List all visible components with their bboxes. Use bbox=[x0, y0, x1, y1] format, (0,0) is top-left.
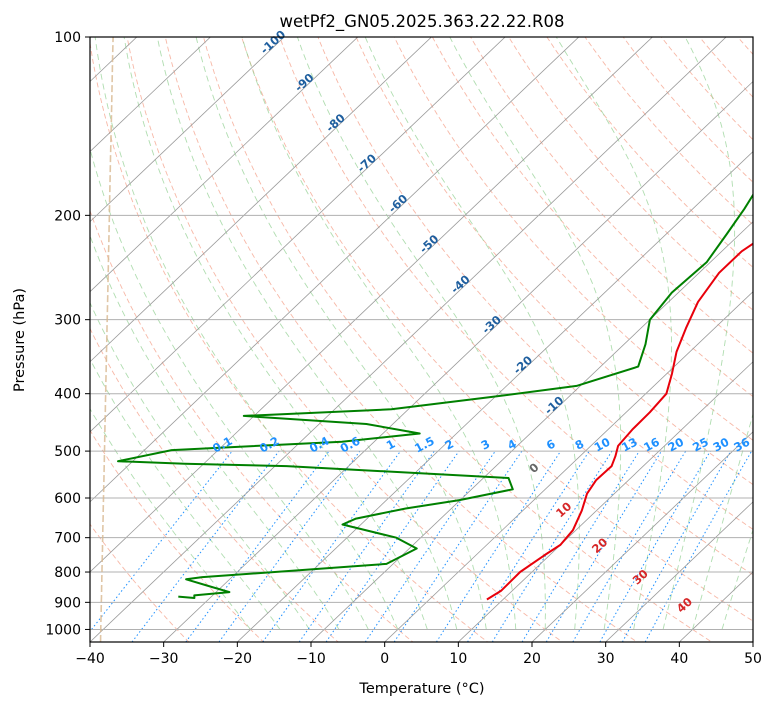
skew-isotherm bbox=[384, 291, 753, 642]
y-tick-label: 700 bbox=[54, 531, 81, 547]
skew-isotherm bbox=[605, 501, 753, 642]
skew-isotherm bbox=[90, 37, 433, 363]
moist-adiabat-guide bbox=[721, 528, 753, 630]
skewed-isotherms bbox=[90, 37, 753, 642]
mixing-ratio-label: 36 bbox=[731, 435, 752, 455]
dry-adiabat-line bbox=[203, 37, 713, 642]
mixing-ratio-label: 25 bbox=[690, 435, 711, 455]
y-tick-label: 400 bbox=[54, 387, 81, 403]
moist-adiabat-guide bbox=[156, 37, 458, 630]
chart-title: wetPf2_GN05.2025.363.22.22.R08 bbox=[280, 12, 565, 32]
plot-area bbox=[90, 37, 753, 642]
moist-adiabat-guide bbox=[241, 37, 517, 630]
moist-adiabat-guide bbox=[662, 37, 736, 630]
dry-adiabats bbox=[90, 37, 753, 642]
moist-adiabat-guide bbox=[94, 37, 399, 630]
skew-isotherm bbox=[531, 431, 753, 642]
dry-adiabat-line bbox=[241, 37, 753, 622]
x-tick-label: −30 bbox=[149, 651, 179, 667]
moist-adiabat-guide bbox=[195, 37, 487, 630]
x-axis: −40 −30 −20 −10 0 10 20 30 40 50 bbox=[75, 642, 762, 667]
y-tick-label: 500 bbox=[54, 444, 81, 460]
skew-isotherm bbox=[163, 80, 753, 642]
skew-isotherm bbox=[90, 37, 359, 293]
x-tick-label: −20 bbox=[223, 651, 253, 667]
dry-adiabat-line bbox=[90, 209, 414, 642]
lcl-curve bbox=[99, 37, 114, 642]
moist-adiabat-guide bbox=[90, 301, 310, 630]
moist-adiabat-guide bbox=[364, 37, 580, 630]
dry-adiabat-line bbox=[164, 37, 638, 642]
y-tick-label: 600 bbox=[54, 491, 81, 507]
y-tick-label: 100 bbox=[54, 30, 81, 46]
skew-isotherm bbox=[90, 37, 654, 573]
dry-adiabat-line bbox=[90, 429, 265, 642]
dry-adiabat-line bbox=[431, 37, 753, 398]
mixing-ratio-label: 16 bbox=[641, 435, 662, 455]
mixing-ratio-label: 13 bbox=[619, 435, 640, 455]
mixing-ratio-label: 30 bbox=[711, 435, 732, 455]
skew-isotherm bbox=[457, 361, 753, 642]
mixing-ratio-line bbox=[364, 450, 496, 642]
sounding-profiles bbox=[117, 193, 753, 601]
y-axis: 1000 900 800 700 600 500 400 300 200 100 bbox=[45, 30, 90, 638]
mixing-ratio-line bbox=[435, 450, 562, 642]
skew-isotherm bbox=[236, 151, 753, 642]
skew-isotherm bbox=[90, 37, 285, 223]
moist-adiabat-guides bbox=[90, 37, 753, 630]
temperature-profile bbox=[486, 242, 753, 601]
mixing-ratio-line bbox=[298, 450, 435, 642]
x-tick-label: 0 bbox=[380, 651, 389, 667]
dry-adiabat-line bbox=[279, 37, 753, 576]
moist-adiabat-guide bbox=[449, 37, 622, 630]
x-tick-label: 10 bbox=[449, 651, 467, 667]
moist-adiabat-guide bbox=[296, 37, 546, 630]
moist-adiabat-guide bbox=[692, 412, 753, 630]
x-tick-label: 40 bbox=[670, 651, 688, 667]
mixing-ratio-label: 20 bbox=[665, 435, 686, 455]
y-tick-label: 800 bbox=[54, 565, 81, 581]
dry-adiabat-line bbox=[90, 523, 190, 642]
moist-adiabat-guide bbox=[555, 37, 672, 630]
x-axis-label: Temperature (°C) bbox=[358, 681, 484, 697]
y-tick-label: 200 bbox=[54, 208, 81, 224]
moist-adiabat-guide bbox=[90, 234, 340, 630]
mixing-ratio-line bbox=[621, 450, 732, 642]
mixing-ratio-line bbox=[521, 450, 640, 642]
moist-adiabat-guide bbox=[123, 37, 428, 630]
skew-isotherm bbox=[90, 37, 580, 503]
mixing-ratio-line bbox=[545, 450, 662, 642]
x-tick-label: 30 bbox=[597, 651, 615, 667]
lcl-curve-line bbox=[99, 37, 114, 642]
x-tick-label: 50 bbox=[744, 651, 762, 667]
dry-adiabat-line bbox=[355, 37, 753, 486]
mixing-ratio-line bbox=[218, 450, 361, 642]
y-tick-label: 300 bbox=[54, 313, 81, 329]
y-tick-label: 1000 bbox=[45, 622, 81, 638]
mixing-ratio-line bbox=[325, 450, 460, 642]
skew-isotherm bbox=[90, 37, 212, 153]
mixing-ratio-line bbox=[185, 450, 330, 642]
skew-isotherm bbox=[310, 221, 753, 642]
skew-isotherm bbox=[90, 37, 727, 642]
y-tick-label: 900 bbox=[54, 595, 81, 611]
dewpoint-profile bbox=[117, 193, 753, 599]
mixing-ratio-line bbox=[262, 450, 401, 642]
moist-adiabat-guide bbox=[90, 358, 281, 630]
mixing-ratio-label: 10 bbox=[592, 435, 613, 455]
x-tick-label: −10 bbox=[296, 651, 326, 667]
dry-adiabat-line bbox=[317, 37, 753, 530]
x-tick-label: 20 bbox=[523, 651, 541, 667]
x-tick-label: −40 bbox=[75, 651, 105, 667]
y-axis-label: Pressure (hPa) bbox=[12, 288, 28, 392]
plot-frame bbox=[89, 36, 754, 643]
dry-adiabat-line bbox=[90, 327, 339, 642]
mixing-ratio-line bbox=[467, 450, 590, 642]
pressure-gridlines bbox=[90, 37, 753, 630]
skew-isotherm bbox=[90, 37, 506, 433]
